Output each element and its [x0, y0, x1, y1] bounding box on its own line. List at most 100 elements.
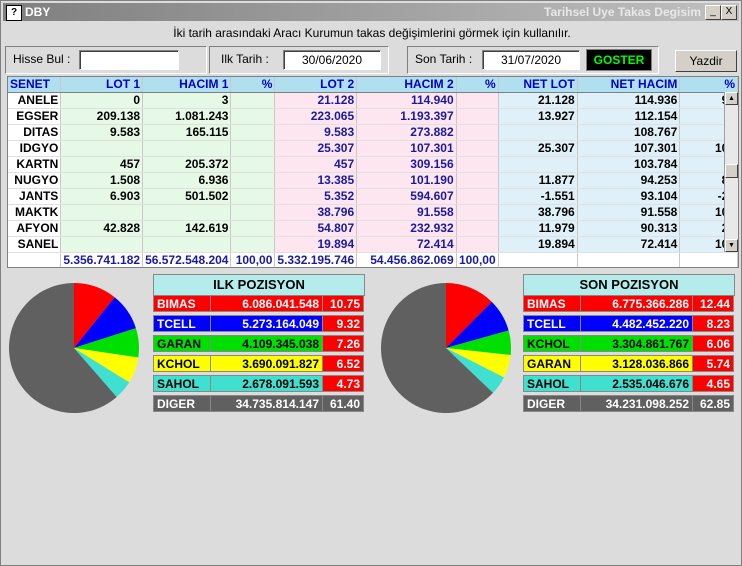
column-header[interactable]: SENET: [8, 77, 62, 93]
yazdir-button[interactable]: Yazdir: [675, 50, 737, 72]
table-cell: 165.115: [142, 124, 232, 141]
total-cell: 56.572.548.204: [142, 252, 232, 267]
table-cell: [456, 140, 499, 157]
son-tarih-group: [407, 46, 659, 74]
position-percent: 6.06: [692, 335, 734, 352]
total-cell: 5.356.741.182: [60, 252, 144, 267]
position-row: KCHOL 3.690.091.827 6.52: [153, 355, 365, 373]
minimize-button[interactable]: _: [705, 5, 721, 20]
position-name: GARAN: [523, 355, 581, 372]
position-percent: 6.52: [322, 355, 364, 372]
column-header[interactable]: NET LOT: [498, 77, 578, 93]
table-cell: 5.352: [274, 188, 358, 205]
close-button[interactable]: X: [721, 5, 737, 20]
column-header[interactable]: HACIM 2: [356, 77, 457, 93]
total-cell: [679, 252, 738, 267]
position-name: KCHOL: [153, 355, 211, 372]
position-name: TCELL: [153, 315, 211, 332]
senet-cell: IDGYO: [8, 140, 62, 157]
table-cell: 38.796: [498, 204, 578, 221]
column-header[interactable]: HACIM 1: [142, 77, 232, 93]
senet-cell: KARTN: [8, 156, 62, 173]
table-cell: 11.877: [498, 172, 578, 189]
position-name: DIGER: [523, 395, 581, 412]
table-cell: 13.385: [274, 172, 358, 189]
scroll-up-arrow-icon[interactable]: ▲: [725, 92, 738, 105]
position-row: GARAN 4.109.345.038 7.26: [153, 335, 365, 353]
position-percent: 62.85: [692, 395, 734, 412]
goster-button[interactable]: GOSTER: [586, 49, 652, 71]
position-row: DIGER 34.231.098.252 62.85: [523, 395, 735, 413]
column-header[interactable]: %: [230, 77, 276, 93]
table-cell: [230, 92, 276, 109]
column-header[interactable]: LOT 1: [60, 77, 144, 93]
table-cell: 21.128: [274, 92, 358, 109]
table-row[interactable]: KARTN 457 205.372 457 309.156 103.784: [8, 156, 738, 173]
table-row[interactable]: JANTS 6.903 501.502 5.352 594.607 -1.551 93.10…: [8, 188, 738, 205]
table-row[interactable]: DITAS 9.583 165.115 9.583 273.882 108.767: [8, 124, 738, 141]
ilk-tarih-label: Ilk Tarih :: [221, 52, 269, 66]
table-cell: 108.767: [577, 124, 681, 141]
son-tarih-input[interactable]: 31/07/2020: [482, 50, 580, 70]
position-value: 6.086.041.548: [210, 295, 323, 312]
pie-slice: [74, 297, 136, 348]
table-cell: [230, 140, 276, 157]
table-cell: [456, 188, 499, 205]
hisse-bul-input[interactable]: [79, 50, 179, 70]
senet-cell: EGSER: [8, 108, 62, 125]
position-row: SAHOL 2.535.046.676 4.65: [523, 375, 735, 393]
column-header[interactable]: %: [679, 77, 738, 93]
column-header[interactable]: LOT 2: [274, 77, 358, 93]
column-header[interactable]: %: [456, 77, 499, 93]
position-row: DIGER 34.735.814.147 61.40: [153, 395, 365, 413]
table-row[interactable]: EGSER 209.138 1.081.243 223.065 1.193.397 13.…: [8, 108, 738, 125]
pie-slice: [74, 283, 115, 348]
table-cell: 1.081.243: [142, 108, 232, 125]
position-value: 4.109.345.038: [210, 335, 323, 352]
table-cell: 232.932: [356, 220, 457, 237]
position-row: TCELL 4.482.452.220 8.23: [523, 315, 735, 333]
pie-slice: [446, 348, 504, 393]
grid-vertical-scrollbar[interactable]: ▲ ▼: [724, 92, 738, 252]
table-cell: [60, 236, 144, 253]
table-cell: 205.372: [142, 156, 232, 173]
app-icon[interactable]: ?: [6, 5, 22, 21]
table-row[interactable]: AFYON 42.828 142.619 54.807 232.932 11.979 90.…: [8, 220, 738, 237]
position-percent: 9.32: [322, 315, 364, 332]
son-tarih-label: Son Tarih :: [415, 52, 473, 66]
table-cell: [60, 140, 144, 157]
table-cell: [230, 188, 276, 205]
window-caption: Tarihsel Uye Takas Degisim: [544, 5, 701, 19]
position-name: GARAN: [153, 335, 211, 352]
position-value: 3.304.861.767: [580, 335, 693, 352]
takas-grid: SENET LOT 1 HACIM 1% LOT 2 HACIM 2% NET LOT NE…: [7, 76, 739, 268]
pie-slice: [446, 301, 509, 348]
pie-slice: [446, 330, 511, 356]
total-cell: [8, 252, 62, 267]
title-bar[interactable]: ? DBY Tarihsel Uye Takas Degisim _ X: [3, 3, 739, 21]
table-cell: 11.979: [498, 220, 578, 237]
table-row[interactable]: NUGYO 1.508 6.936 13.385 101.190 11.877 94.253…: [8, 172, 738, 189]
table-cell: [456, 108, 499, 125]
pie-slice: [446, 283, 492, 348]
position-row: GARAN 3.128.036.866 5.74: [523, 355, 735, 373]
table-cell: [230, 172, 276, 189]
table-cell: 6.936: [142, 172, 232, 189]
column-header[interactable]: NET HACIM: [577, 77, 681, 93]
position-row: KCHOL 3.304.861.767 6.06: [523, 335, 735, 353]
table-cell: [142, 204, 232, 221]
pie-slice: [8, 283, 117, 413]
position-name: BIMAS: [153, 295, 211, 312]
total-cell: 54.456.862.069: [356, 252, 457, 267]
table-cell: 42.828: [60, 220, 144, 237]
ilk-tarih-input[interactable]: 30/06/2020: [283, 50, 381, 70]
scroll-down-arrow-icon[interactable]: ▼: [725, 239, 738, 252]
table-cell: 88: [679, 172, 738, 189]
table-cell: 72.414: [577, 236, 681, 253]
table-cell: [142, 236, 232, 253]
scroll-thumb[interactable]: [725, 164, 738, 178]
